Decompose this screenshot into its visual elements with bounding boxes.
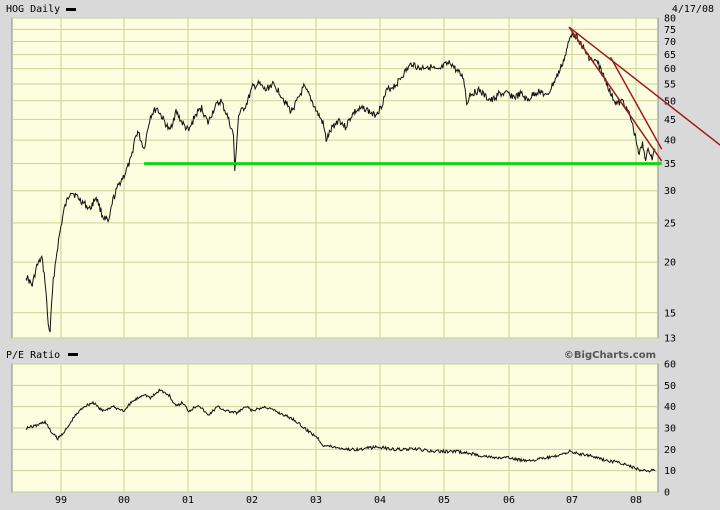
pe-y-axis: 0 10 20 30 40 50 60 [664, 360, 676, 499]
price-y-tick-label: 13 [664, 334, 676, 345]
price-y-tick-label: 45 [664, 115, 676, 126]
price-y-tick-label: 75 [664, 25, 676, 36]
pe-y-tick-label: 40 [664, 402, 676, 413]
x-tick-label: 07 [566, 495, 578, 506]
price-y-tick-label: 30 [664, 186, 676, 197]
price-y-tick-label: 65 [664, 50, 676, 61]
price-plot-area [11, 17, 659, 339]
x-tick-label: 04 [374, 495, 386, 506]
price-panel-header [0, 0, 720, 16]
pe-y-tick-label: 30 [664, 424, 676, 435]
price-y-tick-label: 15 [664, 308, 676, 319]
pe-y-tick-label: 20 [664, 445, 676, 456]
x-tick-label: 03 [310, 495, 322, 506]
price-y-tick-label: 60 [664, 64, 676, 75]
pe-y-tick-label: 10 [664, 466, 676, 477]
pe-label: P/E Ratio [6, 350, 60, 361]
x-tick-label: 01 [182, 495, 194, 506]
x-tick-label: 05 [438, 495, 450, 506]
price-y-tick-label: 55 [664, 79, 676, 90]
x-tick-label: 00 [118, 495, 130, 506]
pe-y-tick-label: 50 [664, 381, 676, 392]
price-y-tick-label: 70 [664, 37, 676, 48]
x-tick-label: 06 [503, 495, 515, 506]
x-axis: 99 00 01 02 03 04 05 06 07 08 [55, 495, 642, 506]
trendline [568, 26, 663, 162]
price-y-tick-label: 50 [664, 96, 676, 107]
x-tick-label: 99 [55, 495, 67, 506]
x-tick-label: 08 [630, 495, 642, 506]
price-y-tick-label: 80 [664, 14, 676, 25]
pe-line [25, 387, 656, 473]
header-date: 4/17/08 [672, 4, 714, 15]
price-y-tick-label: 40 [664, 136, 676, 147]
trend-annotations [144, 26, 720, 166]
trendline [609, 56, 663, 150]
pe-legend-swatch-icon [68, 353, 78, 356]
legend-swatch-icon [66, 8, 76, 11]
x-tick-label: 02 [246, 495, 258, 506]
price-line [25, 31, 656, 333]
pe-panel-header [0, 346, 720, 362]
pe-y-tick-label: 0 [664, 488, 670, 499]
symbol-label: HOG Daily [6, 4, 60, 15]
price-series [25, 31, 656, 333]
price-y-tick-label: 25 [664, 218, 676, 229]
pe-y-tick-label: 60 [664, 360, 676, 371]
bigcharts-credit: ©BigCharts.com [564, 350, 656, 361]
price-y-tick-label: 35 [664, 159, 676, 170]
pe-series [25, 387, 656, 473]
trendline [568, 26, 720, 146]
pe-gridlines [12, 363, 658, 493]
price-y-tick-label: 20 [664, 258, 676, 269]
